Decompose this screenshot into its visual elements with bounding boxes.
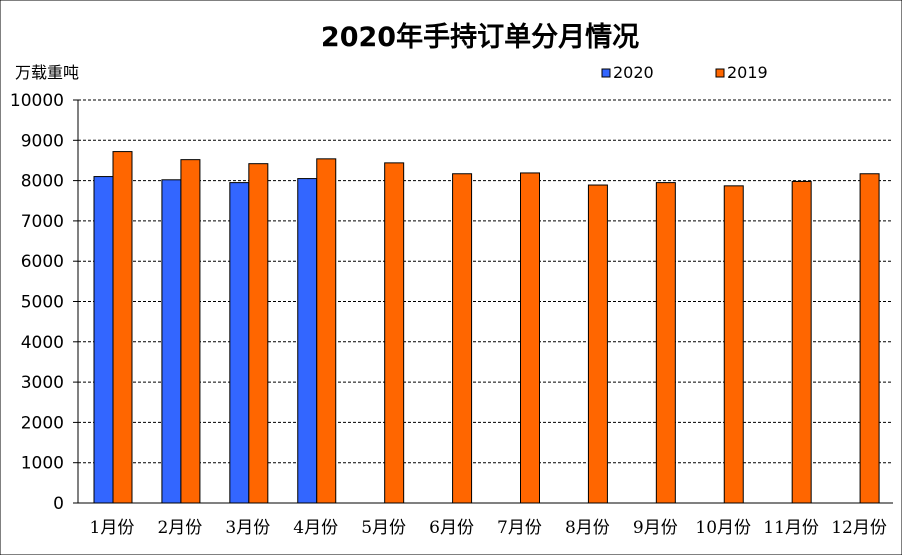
legend: 2020 2019 bbox=[601, 63, 768, 82]
x-tick-label: 5月份 bbox=[361, 518, 406, 538]
gridlines bbox=[78, 99, 893, 464]
y-tick-label: 9000 bbox=[21, 131, 64, 151]
x-tick-label: 9月份 bbox=[633, 518, 678, 538]
bar-2020-4 bbox=[297, 178, 318, 504]
bar-2019-6 bbox=[452, 173, 473, 504]
legend-swatch-2020 bbox=[601, 68, 611, 78]
x-tick-label: 4月份 bbox=[293, 518, 338, 538]
bar-2020-3 bbox=[229, 182, 250, 504]
x-tick-label: 10月份 bbox=[695, 518, 751, 538]
bar-2019-12 bbox=[859, 173, 880, 504]
y-tick-label: 8000 bbox=[21, 172, 64, 192]
legend-label-2020: 2020 bbox=[613, 63, 654, 82]
x-tick-label: 2月份 bbox=[157, 518, 202, 538]
y-tick-label: 1000 bbox=[21, 454, 64, 474]
bar-2020-1 bbox=[93, 176, 114, 504]
y-tick-label: 0 bbox=[53, 494, 64, 514]
axes: 0 1000 2000 3000 4000 5000 6000 7000 8000 9000 100… bbox=[10, 91, 893, 538]
bar-2019-7 bbox=[520, 172, 540, 504]
bar-2020-2 bbox=[161, 179, 182, 504]
x-tick-label: 11月份 bbox=[763, 518, 819, 538]
x-tick-label: 6月份 bbox=[429, 518, 474, 538]
x-tick-label: 1月份 bbox=[90, 518, 135, 538]
bar-2019-5 bbox=[384, 162, 405, 504]
y-tick-label: 10000 bbox=[10, 91, 64, 111]
y-tick-label: 3000 bbox=[21, 373, 64, 393]
bar-2019-11 bbox=[791, 180, 812, 504]
legend-label-2019: 2019 bbox=[727, 63, 768, 82]
y-tick-label: 7000 bbox=[21, 212, 64, 232]
bars bbox=[93, 151, 880, 504]
legend-swatch-2019 bbox=[715, 68, 725, 78]
bar-2019-8 bbox=[587, 184, 608, 504]
y-tick-label: 2000 bbox=[21, 413, 64, 433]
bar-2019-3 bbox=[248, 163, 269, 504]
bar-2019-4 bbox=[316, 158, 337, 504]
x-tick-label: 12月份 bbox=[831, 518, 887, 538]
y-tick-label: 5000 bbox=[21, 293, 64, 313]
bar-2019-1 bbox=[112, 151, 133, 504]
chart-title: 2020年手持订单分月情况 bbox=[321, 21, 639, 53]
bar-2019-9 bbox=[655, 182, 676, 504]
x-tick-label: 3月份 bbox=[225, 518, 270, 538]
y-tick-label: 6000 bbox=[21, 252, 64, 272]
x-tick-label: 8月份 bbox=[565, 518, 610, 538]
bar-2019-10 bbox=[723, 185, 744, 504]
y-tick-label: 4000 bbox=[21, 333, 64, 353]
bar-2019-2 bbox=[180, 159, 201, 504]
y-axis-label: 万载重吨 bbox=[15, 63, 79, 82]
x-tick-label: 7月份 bbox=[497, 518, 542, 538]
